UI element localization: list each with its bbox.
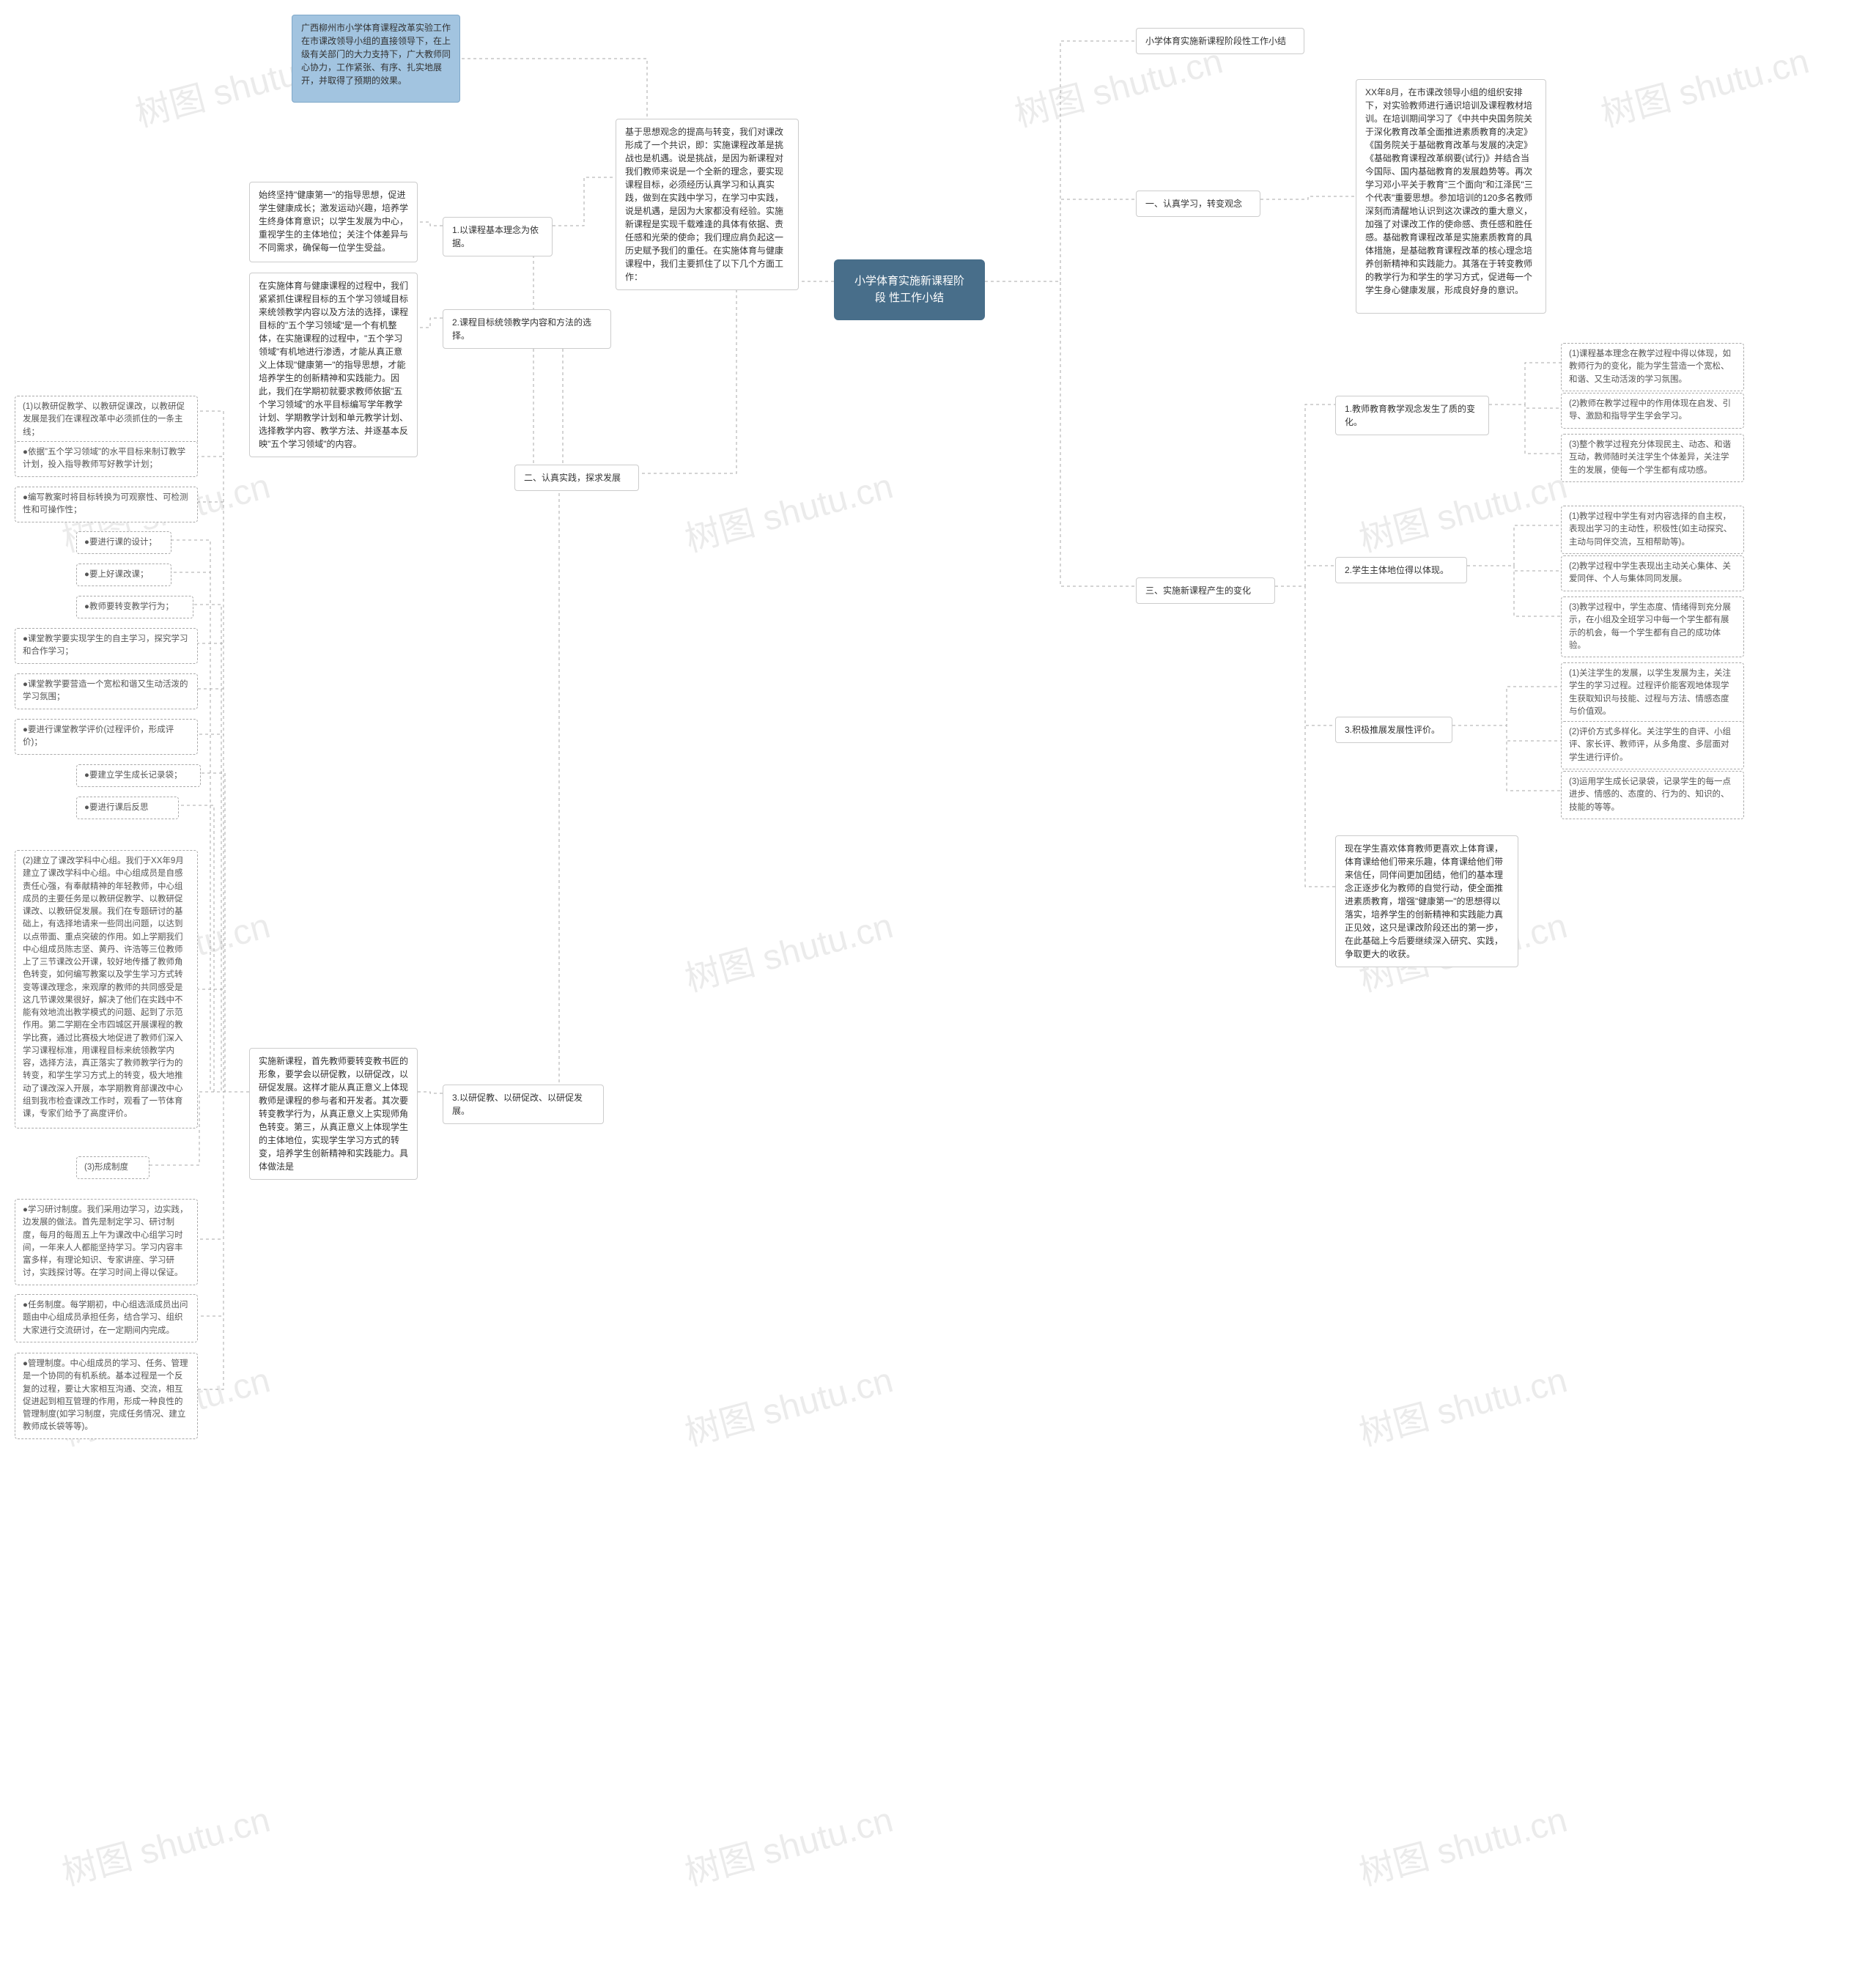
mindmap-node[interactable]: 小学体育实施新课程阶段性工作小结 (1136, 28, 1304, 54)
connector (198, 643, 249, 1092)
watermark: 树图 shutu.cn (679, 457, 898, 562)
mindmap-node[interactable]: 3.以研促教、以研促改、以研促发展。 (443, 1085, 604, 1124)
connector (198, 1092, 249, 1316)
watermark: 树图 shutu.cn (1353, 1791, 1572, 1896)
connector (985, 41, 1136, 281)
connector (198, 457, 249, 1092)
mindmap-node[interactable]: (3)形成制度 (76, 1156, 149, 1179)
mindmap-node[interactable]: (1)教学过程中学生有对内容选择的自主权，表现出学习的主动性，积极性(如主动探究… (1561, 506, 1744, 554)
mindmap-node[interactable]: 2.学生主体地位得以体现。 (1335, 557, 1467, 583)
connector (1275, 404, 1335, 586)
connector (198, 1092, 249, 1389)
mindmap-node[interactable]: 3.积极推展发展性评价。 (1335, 717, 1452, 743)
connector (1452, 725, 1561, 741)
connector (418, 318, 443, 328)
connector (514, 226, 553, 473)
mindmap-node[interactable]: ●学习研讨制度。我们采用边学习，边实践，边发展的做法。首先是制定学习、研讨制度，… (15, 1199, 198, 1285)
mindmap-node[interactable]: 实施新课程，首先教师要转变教书匠的形象，要学会以研促教，以研促改，以研促发展。这… (249, 1048, 418, 1180)
mindmap-node[interactable]: (1)关注学生的发展，以学生发展为主，关注学生的学习过程。过程评价能客观地体现学… (1561, 662, 1744, 723)
mindmap-node[interactable]: (3)教学过程中，学生态度、情绪得到充分展示，在小组及全班学习中每一个学生都有展… (1561, 596, 1744, 657)
watermark: 树图 shutu.cn (1595, 32, 1814, 137)
watermark: 树图 shutu.cn (56, 1791, 275, 1896)
connector (1489, 404, 1561, 454)
mindmap-node[interactable]: (2)教学过程中学生表现出主动关心集体、关爱同伴、个人与集体同同发展。 (1561, 555, 1744, 591)
mindmap-node[interactable]: 始终坚持"健康第一"的指导思想，促进学生健康成长；激发运动兴趣，培养学生终身体育… (249, 182, 418, 262)
connector (1275, 586, 1335, 725)
connector (198, 502, 249, 1092)
connector (1489, 404, 1561, 408)
mindmap-node[interactable]: XX年8月，在市课改领导小组的组织安排下，对实验教师进行通识培训及课程教材培训。… (1356, 79, 1546, 314)
connector (1260, 196, 1356, 199)
connector (1467, 566, 1561, 616)
mindmap-node[interactable]: ●编写教案时将目标转换为可观察性、可检测性和可操作性； (15, 487, 198, 522)
connector (198, 734, 249, 1092)
connector (1467, 525, 1561, 566)
connector (553, 177, 616, 226)
mindmap-node[interactable]: 广西柳州市小学体育课程改革实验工作在市课改领导小组的直接领导下，在上级有关部门的… (292, 15, 460, 103)
connector (198, 689, 249, 1092)
mindmap-node[interactable]: 二、认真实践，探求发展 (514, 465, 639, 491)
watermark: 树图 shutu.cn (1353, 457, 1572, 562)
connector (985, 199, 1136, 281)
connector (1467, 566, 1561, 571)
mindmap-node[interactable]: ●要进行课堂教学评价(过程评价，形成评价)； (15, 719, 198, 755)
mindmap-node[interactable]: (3)运用学生成长记录袋，记录学生的每一点进步、情感的、态度的、行为的、知识的、… (1561, 771, 1744, 819)
mindmap-node[interactable]: ●依据"五个学习领域"的水平目标来制订教学计划，投入指导教师写好教学计划； (15, 441, 198, 477)
mindmap-node[interactable]: (1)以教研促教学、以教研促课改，以教研促发展是我们在课程改革中必须抓住的一条主… (15, 396, 198, 444)
watermark: 树图 shutu.cn (679, 897, 898, 1002)
mindmap-node[interactable]: (2)教师在教学过程中的作用体现在启发、引导、激励和指导学生学会学习。 (1561, 393, 1744, 429)
connector (198, 411, 249, 1092)
watermark: 树图 shutu.cn (679, 1791, 898, 1896)
mindmap-node[interactable]: 三、实施新课程产生的变化 (1136, 577, 1275, 604)
mindmap-node[interactable]: ●课堂教学要营造一个宽松和谐又生动活泼的学习氛围； (15, 673, 198, 709)
mindmap-node[interactable]: 现在学生喜欢体育教师更喜欢上体育课，体育课给他们带来乐趣，体育课给他们带来信任，… (1335, 835, 1518, 967)
mindmap-node[interactable]: ●课堂教学要实现学生的自主学习，探究学习和合作学习； (15, 628, 198, 664)
connector (193, 605, 249, 1092)
connector (198, 989, 249, 1092)
connector (1452, 725, 1561, 791)
mindmap-node[interactable]: 1.以课程基本理念为依据。 (443, 217, 553, 256)
watermark: 树图 shutu.cn (679, 1351, 898, 1456)
mindmap-node[interactable]: 在实施体育与健康课程的过程中，我们紧紧抓住课程目标的五个学习领域目标来统领教学内… (249, 273, 418, 457)
mindmap-node[interactable]: ●任务制度。每学期初，中心组选派成员出问题由中心组成员承担任务，结合学习、组织大… (15, 1294, 198, 1342)
mindmap-node[interactable]: ●要进行课的设计； (76, 531, 171, 554)
mindmap-node[interactable]: 基于思想观念的提高与转变，我们对课改形成了一个共识，即：实施课程改革是挑战也是机… (616, 119, 799, 290)
connector (1489, 363, 1561, 404)
mindmap-node[interactable]: ●要上好课改课； (76, 564, 171, 586)
connector (201, 773, 249, 1092)
mindmap-node[interactable]: ●要建立学生成长记录袋； (76, 764, 201, 787)
mindmap-node[interactable]: 一、认真学习，转变观念 (1136, 191, 1260, 217)
connector (1275, 566, 1335, 586)
connector (418, 222, 443, 226)
mindmap-node[interactable]: 2.课程目标统领教学内容和方法的选择。 (443, 309, 611, 349)
mindmap-node[interactable]: ●管理制度。中心组成员的学习、任务、管理是一个协同的有机系统。基本过程是一个反复… (15, 1353, 198, 1439)
connector (985, 281, 1136, 586)
mindmap-node[interactable]: (2)建立了课改学科中心组。我们于XX年9月建立了课改学科中心组。中心组成员是自… (15, 850, 198, 1128)
connector (639, 281, 834, 473)
connector (1275, 586, 1335, 887)
connector (514, 473, 604, 1093)
mindmap-node[interactable]: (2)评价方式多样化。关注学生的自评、小组评、家长评、教师评，从多角度、多层面对… (1561, 721, 1744, 769)
mindmap-node[interactable]: ●教师要转变教学行为； (76, 596, 193, 618)
mindmap-node[interactable]: 1.教师教育教学观念发生了质的变化。 (1335, 396, 1489, 435)
mindmap-node[interactable]: ●要进行课后反思 (76, 797, 179, 819)
mindmap-node[interactable]: 小学体育实施新课程阶段 性工作小结 (834, 259, 985, 320)
mindmap-node[interactable]: (3)整个教学过程充分体现民主、动态、和谐互动，教师随时关注学生个体差异，关注学… (1561, 434, 1744, 482)
connector (198, 1092, 249, 1239)
connector (418, 1092, 443, 1093)
mindmap-node[interactable]: (1)课程基本理念在教学过程中得以体现，如教师行为的变化，能为学生营造一个宽松、… (1561, 343, 1744, 391)
connector (1452, 687, 1561, 725)
watermark: 树图 shutu.cn (1353, 1351, 1572, 1456)
